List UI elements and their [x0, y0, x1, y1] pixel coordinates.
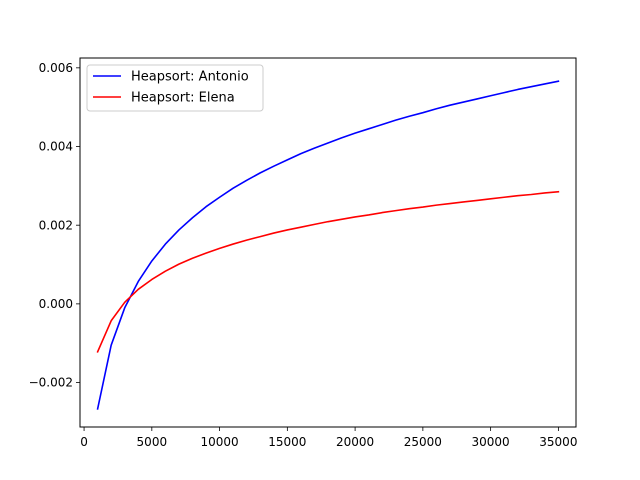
- y-tick-label: 0.004: [39, 140, 73, 154]
- x-tick-label: 35000: [539, 435, 577, 449]
- y-tick-label: −0.002: [29, 376, 73, 390]
- y-tick-label: 0.002: [39, 218, 73, 232]
- legend: Heapsort: Antonio Heapsort: Elena: [86, 64, 264, 112]
- x-tick-label: 15000: [268, 435, 306, 449]
- y-axis: −0.002 0.000 0.002 0.004 0.006: [29, 61, 80, 390]
- x-axis: 0 5000 10000 15000 20000 25000 30000 35000: [80, 427, 577, 449]
- y-tick-label: 0.000: [39, 297, 73, 311]
- legend-label-antonio: Heapsort: Antonio: [131, 70, 249, 85]
- x-tick-label: 0: [80, 435, 88, 449]
- x-tick-label: 30000: [472, 435, 510, 449]
- legend-label-elena: Heapsort: Elena: [131, 91, 235, 106]
- x-tick-label: 25000: [404, 435, 442, 449]
- series-layer: [96, 80, 560, 410]
- series-line-1: [96, 190, 560, 353]
- series-line-0: [96, 80, 560, 410]
- x-tick-label: 10000: [200, 435, 238, 449]
- x-tick-label: 20000: [336, 435, 374, 449]
- legend-box: [86, 64, 264, 112]
- plot-frame: [79, 57, 577, 428]
- plot-area: [80, 58, 576, 427]
- y-tick-label: 0.006: [39, 61, 73, 75]
- x-tick-label: 5000: [137, 435, 168, 449]
